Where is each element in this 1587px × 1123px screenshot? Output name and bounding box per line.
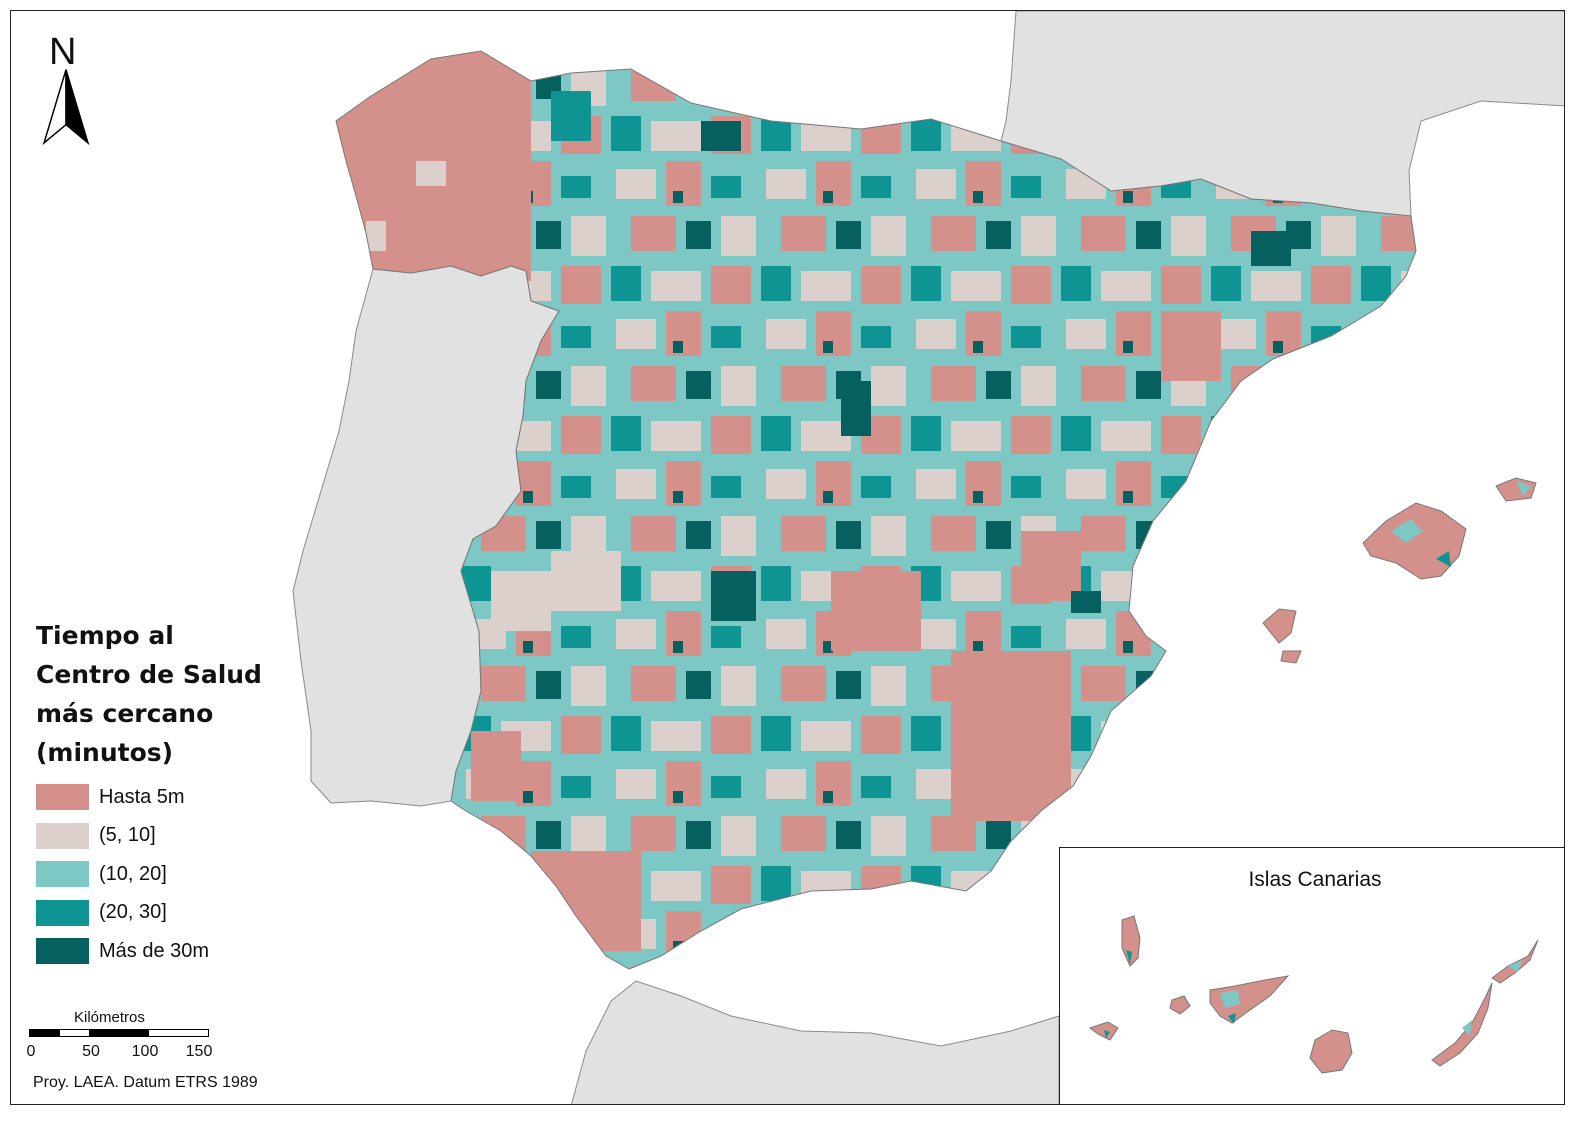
legend-label: (5, 10]: [99, 824, 156, 847]
spain-outline: [335, 50, 1417, 970]
legend-item-10-20: (10, 20]: [36, 855, 296, 894]
balearic-islands: [1262, 477, 1537, 664]
legend-swatch: [36, 899, 89, 926]
legend-label: Hasta 5m: [99, 785, 185, 808]
island-fuerteventura: [1431, 982, 1493, 1067]
island-lanzarote: [1491, 939, 1539, 984]
legend-title-line-1: Tiempo al: [36, 621, 174, 650]
legend-item-hasta-5m: Hasta 5m: [36, 778, 296, 817]
scale-tick: 100: [131, 1043, 159, 1060]
scale-tick: 50: [82, 1043, 100, 1060]
map-canvas: [292, 11, 1564, 1104]
island-gran-canaria: [1309, 1029, 1353, 1074]
inset-canary-islands: Islas Canarias: [1059, 847, 1564, 1104]
region-murcia: [951, 651, 1071, 821]
legend-title-line-2: Centro de Salud: [36, 660, 262, 689]
legend-title-line-3: más cercano: [36, 699, 214, 728]
north-arrow-icon: [42, 69, 90, 146]
projection-note: Proy. LAEA. Datum ETRS 1989: [33, 1074, 258, 1091]
inset-map: [1088, 915, 1539, 1074]
scale-ticks: 0 50 100 150: [26, 1043, 229, 1063]
legend-label: (20, 30]: [99, 901, 167, 924]
inset-title: Islas Canarias: [1248, 868, 1382, 891]
scale-bar: Kilómetros 0 50 100 150: [26, 1009, 229, 1069]
island-menorca: [1495, 477, 1537, 502]
legend-items: Hasta 5m (5, 10] (10, 20] (20, 30] Más d…: [36, 778, 296, 971]
legend-item-5-10: (5, 10]: [36, 817, 296, 856]
legend-swatch: [36, 938, 89, 965]
legend-item-mas-de-30m: Más de 30m: [36, 932, 296, 971]
scale-tick: 0: [26, 1043, 36, 1060]
legend-title-line-4: (minutos): [36, 738, 174, 767]
island-la-gomera: [1169, 995, 1191, 1015]
island-mallorca: [1362, 502, 1467, 580]
island-tenerife: [1209, 975, 1290, 1024]
legend-item-20-30: (20, 30]: [36, 894, 296, 933]
legend-title: Tiempo al Centro de Salud más cercano (m…: [36, 616, 296, 772]
legend: Tiempo al Centro de Salud más cercano (m…: [36, 616, 296, 971]
legend-swatch: [36, 784, 89, 811]
island-el-hierro: [1088, 1021, 1119, 1041]
legend-swatch: [36, 861, 89, 888]
africa-landmass: [571, 980, 1060, 1104]
island-la-palma: [1121, 915, 1141, 967]
scale-title: Kilómetros: [74, 1009, 145, 1026]
legend-label: Más de 30m: [99, 939, 210, 962]
north-label: N: [49, 31, 77, 73]
map-frame: N Tiempo al Centro de Salud más cercano …: [10, 10, 1565, 1105]
island-ibiza: [1262, 608, 1297, 644]
legend-swatch: [36, 822, 89, 849]
scale-bar-graphic: [29, 1029, 209, 1037]
scale-tick: 150: [185, 1043, 213, 1060]
legend-label: (10, 20]: [99, 862, 167, 885]
